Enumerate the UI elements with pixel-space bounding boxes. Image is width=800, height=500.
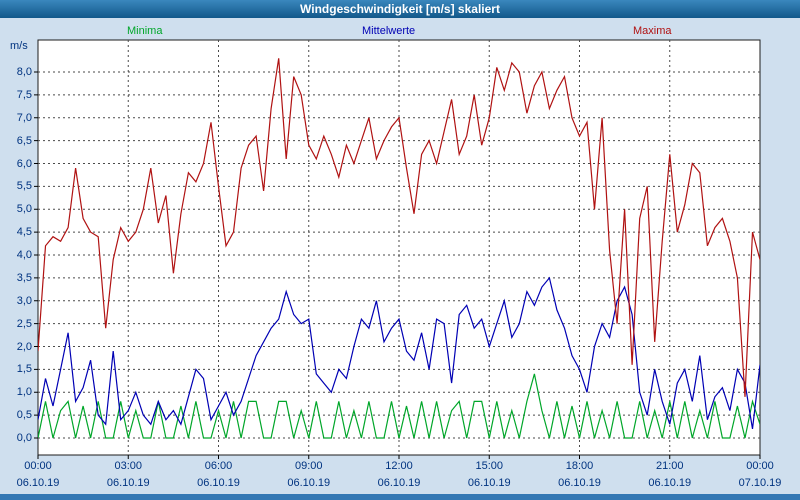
- y-tick-label: 1,0: [16, 386, 32, 399]
- x-tick-label: 00:00: [24, 460, 52, 472]
- window-title: Windgeschwindigkeit [m/s] skaliert: [300, 2, 500, 16]
- y-tick-label: 0,0: [16, 432, 32, 444]
- x-tick-label: 00:00: [746, 460, 774, 472]
- y-tick-label: 1,5: [16, 363, 32, 376]
- y-tick-label: 2,0: [16, 340, 32, 353]
- x-date-label: 06.10.19: [558, 477, 601, 489]
- x-tick-label: 21:00: [655, 460, 684, 472]
- x-date-label: 06.10.19: [197, 477, 240, 489]
- y-tick-label: 4,5: [16, 226, 32, 239]
- series-mittelwerte: [38, 276, 760, 429]
- window-bottom-edge: [0, 494, 800, 500]
- legend-mittelwerte: Mittelwerte: [362, 25, 416, 37]
- x-tick-label: 18:00: [565, 460, 594, 472]
- y-tick-label: 7,5: [16, 88, 32, 101]
- x-date-label: 06.10.19: [106, 477, 150, 489]
- x-tick-label: 12:00: [385, 460, 413, 472]
- y-tick-label: 3,0: [16, 294, 32, 307]
- x-date-label: 06.10.19: [377, 477, 421, 489]
- y-tick-label: 7,0: [16, 111, 32, 124]
- y-tick-label: 6,5: [16, 134, 32, 147]
- y-tick-label: 8,0: [16, 66, 32, 78]
- y-tick-label: 4,0: [16, 249, 32, 261]
- x-tick-label: 15:00: [475, 460, 504, 472]
- y-tick-label: 2,5: [16, 317, 32, 330]
- legend-minima: Minima: [127, 25, 163, 37]
- x-date-label: 06.10.19: [287, 477, 331, 489]
- y-tick-label: 5,5: [16, 180, 32, 193]
- y-tick-label: 0,5: [16, 409, 32, 422]
- legend-maxima: Maxima: [633, 25, 672, 37]
- y-tick-label: 6,0: [16, 157, 32, 170]
- x-tick-label: 03:00: [114, 460, 143, 472]
- y-tick-label: 5,0: [16, 203, 32, 216]
- title-bar: Windgeschwindigkeit [m/s] skaliert: [0, 0, 800, 18]
- x-date-label: 06.10.19: [467, 477, 511, 489]
- series-minima: [38, 373, 760, 439]
- x-date-label: 06.10.19: [648, 477, 692, 489]
- series-maxima: [38, 58, 760, 397]
- x-tick-label: 09:00: [294, 460, 323, 472]
- x-date-label: 06.10.19: [16, 477, 60, 489]
- x-tick-label: 06:00: [204, 460, 233, 472]
- y-axis-unit-label: m/s: [10, 40, 28, 52]
- x-date-label: 07.10.19: [738, 477, 782, 489]
- y-tick-label: 3,5: [16, 271, 32, 284]
